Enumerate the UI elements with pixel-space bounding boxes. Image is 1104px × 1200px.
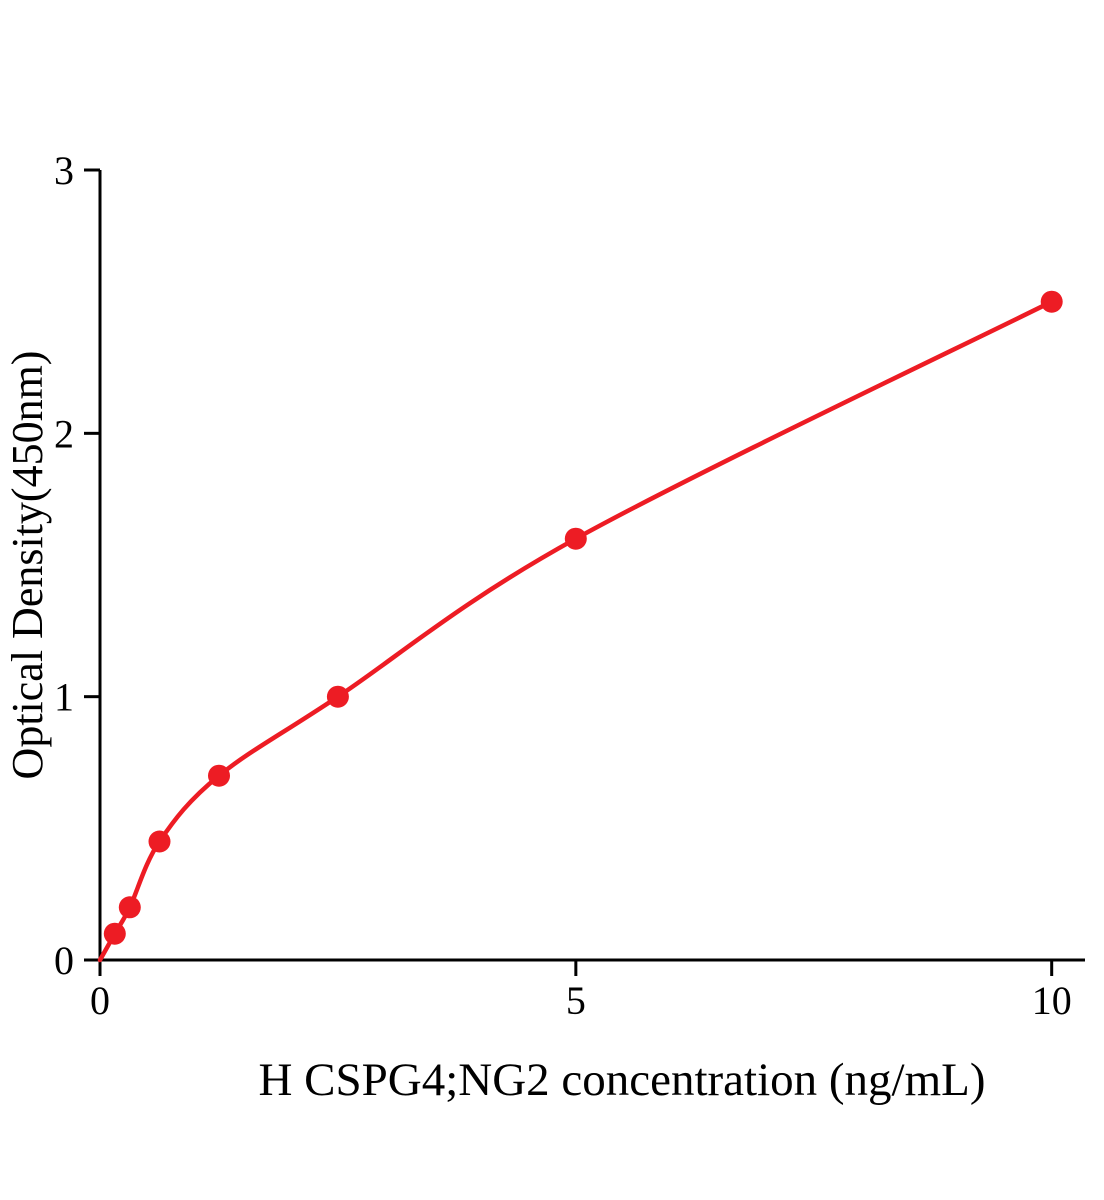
data-point [148, 830, 171, 853]
data-point [1040, 290, 1063, 313]
y-axis-label: Optical Density(450nm) [3, 351, 52, 780]
x-tick-label: 5 [566, 978, 586, 1023]
y-tick-label: 1 [54, 675, 74, 720]
data-point [564, 527, 587, 550]
data-point [326, 685, 349, 708]
y-tick-label: 3 [54, 148, 74, 193]
fit-curve [97, 299, 1054, 963]
x-tick-label: 10 [1032, 978, 1072, 1023]
plot-area: 0 5 10 0 1 2 3 [54, 148, 1085, 1023]
data-point [208, 764, 230, 787]
data-point [103, 922, 126, 945]
x-axis-label: H CSPG4;NG2 concentration (ng/mL) [258, 1054, 985, 1106]
y-tick-label: 2 [54, 411, 74, 456]
x-tick-label: 0 [90, 978, 110, 1023]
data-point [118, 896, 141, 919]
y-tick-label: 0 [54, 938, 74, 983]
